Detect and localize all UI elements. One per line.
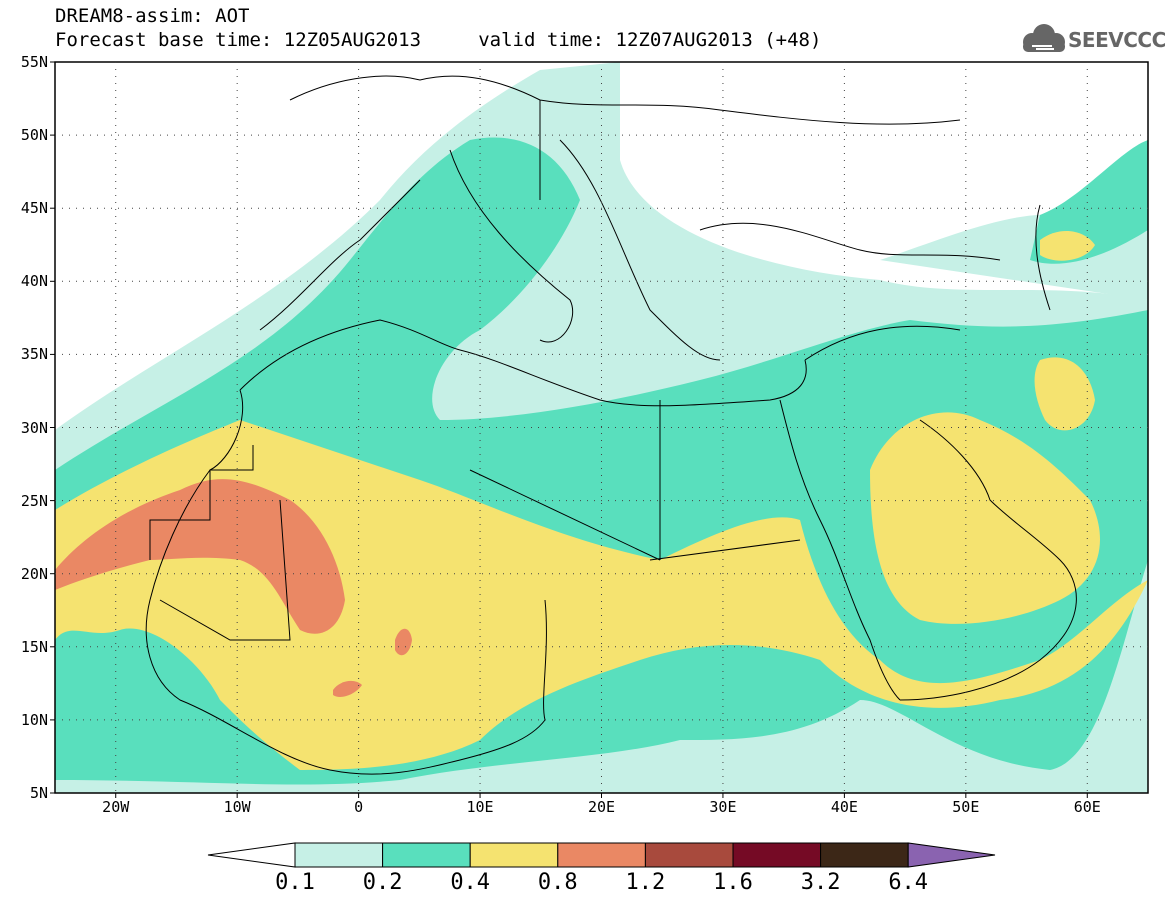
- colorbar-underflow: [207, 842, 296, 868]
- grid: [55, 62, 1148, 793]
- colorbar-label: 0.8: [537, 870, 578, 895]
- aot-field-0.4: [870, 412, 1100, 624]
- colorbar-swatch: [557, 842, 646, 868]
- colorbar-swatch: [644, 842, 734, 868]
- lat-label: 50N: [20, 126, 48, 145]
- lat-label: 35N: [20, 345, 48, 364]
- aot-field-0.8: [395, 628, 412, 656]
- cloud-icon: [1023, 24, 1065, 52]
- lat-label: 10N: [20, 710, 48, 729]
- colorbar-label: 1.2: [625, 870, 666, 895]
- colorbar-label: 6.4: [888, 870, 929, 895]
- lon-label: 10W: [223, 798, 251, 816]
- lat-label: 5N: [29, 784, 48, 802]
- lat-label: 15N: [20, 637, 48, 656]
- aot-field-0.8: [55, 479, 345, 634]
- colorbar-label: 0.4: [450, 870, 491, 895]
- colorbar-swatch: [382, 842, 471, 868]
- colorbar-label: 0.2: [362, 870, 403, 895]
- lat-label: 45N: [20, 199, 48, 218]
- coastlines: [145, 75, 1077, 775]
- lon-label: 20E: [587, 798, 616, 816]
- colorbar-overflow: [907, 842, 996, 868]
- aot-field-0.4: [1040, 230, 1095, 261]
- colorbar-label: 3.2: [800, 870, 841, 895]
- colorbar-swatch: [820, 842, 909, 868]
- lon-label: 0: [354, 798, 364, 816]
- lon-label: 20W: [102, 798, 130, 816]
- lon-label: 40E: [830, 798, 858, 816]
- colorbar-swatch: [294, 842, 384, 868]
- seevccc-logo: SEEVCCC: [1068, 28, 1165, 52]
- lon-label: 50E: [952, 798, 980, 816]
- lat-label: 20N: [20, 564, 48, 583]
- lon-label: 30E: [709, 798, 737, 816]
- lat-label: 25N: [20, 491, 48, 510]
- lat-label: 40N: [20, 272, 48, 291]
- aot-field-0.1: [880, 150, 1148, 300]
- colorbar-label: 1.6: [713, 870, 753, 895]
- lat-label: 55N: [20, 53, 48, 71]
- product-title: DREAM8-assim: AOT: [55, 5, 250, 27]
- colorbar-swatch: [469, 842, 559, 868]
- colorbar: [207, 842, 996, 868]
- colorbar-label: 0.1: [275, 870, 315, 895]
- aot-field-0.8: [333, 680, 362, 697]
- colorbar-swatch: [732, 842, 822, 868]
- lon-label: 60E: [1073, 798, 1101, 816]
- lat-label: 30N: [20, 418, 48, 437]
- forecast-times: Forecast base time: 12Z05AUG2013 valid t…: [55, 29, 822, 51]
- axis-ticks: [50, 61, 1088, 798]
- lon-label: 10E: [466, 798, 494, 816]
- aot-field-0.4: [1034, 357, 1095, 431]
